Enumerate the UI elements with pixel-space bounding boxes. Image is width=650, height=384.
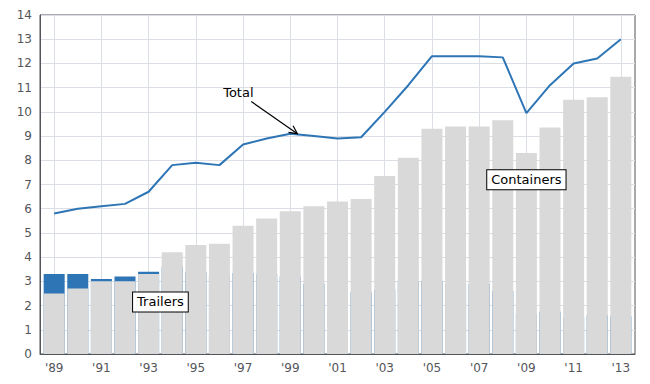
svg-text:3: 3: [24, 274, 32, 288]
svg-text:9: 9: [24, 129, 32, 143]
svg-text:10: 10: [17, 105, 32, 119]
svg-text:'89: '89: [45, 361, 64, 375]
svg-text:6: 6: [24, 202, 32, 216]
svg-text:'99: '99: [281, 361, 300, 375]
svg-text:'91: '91: [92, 361, 111, 375]
svg-text:2: 2: [24, 299, 32, 313]
svg-text:1: 1: [24, 323, 32, 337]
svg-text:Containers: Containers: [491, 172, 562, 187]
svg-text:5: 5: [24, 226, 32, 240]
svg-text:4: 4: [24, 250, 32, 264]
svg-text:'11: '11: [564, 361, 583, 375]
svg-text:'01: '01: [328, 361, 347, 375]
svg-text:'97: '97: [234, 361, 253, 375]
svg-text:'93: '93: [139, 361, 158, 375]
svg-text:7: 7: [24, 178, 32, 192]
svg-text:'07: '07: [470, 361, 489, 375]
svg-text:0: 0: [24, 347, 32, 361]
svg-text:'13: '13: [612, 361, 631, 375]
svg-text:14: 14: [17, 8, 32, 22]
svg-text:'05: '05: [423, 361, 442, 375]
svg-text:12: 12: [17, 56, 32, 70]
svg-text:11: 11: [17, 81, 32, 95]
svg-text:'03: '03: [375, 361, 394, 375]
svg-text:'95: '95: [187, 361, 206, 375]
svg-text:13: 13: [17, 32, 32, 46]
svg-text:Total: Total: [222, 85, 253, 100]
svg-text:8: 8: [24, 153, 32, 167]
svg-text:Trailers: Trailers: [136, 294, 184, 309]
svg-text:'09: '09: [517, 361, 536, 375]
